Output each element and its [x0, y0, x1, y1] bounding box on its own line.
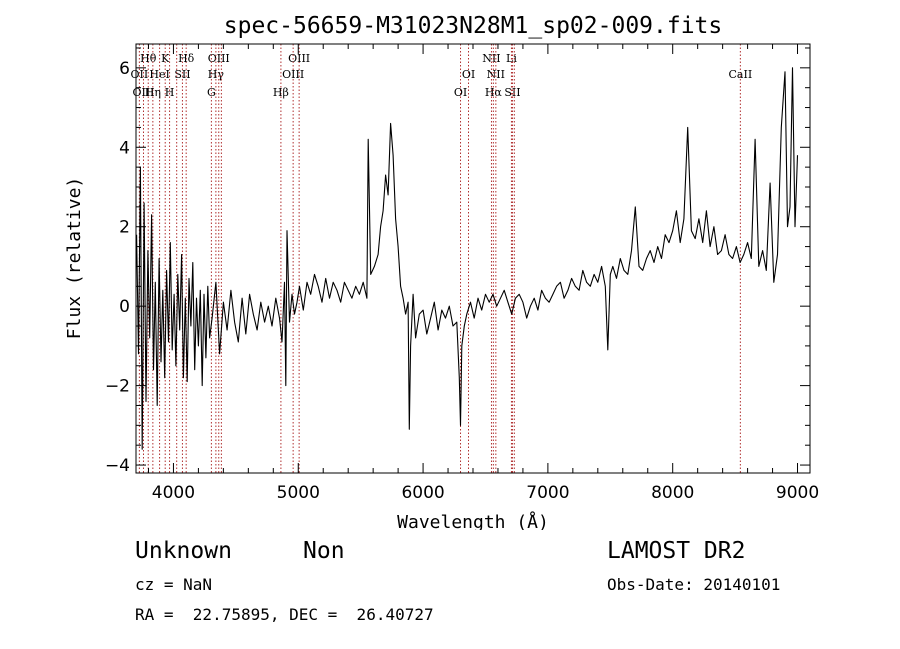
coordinates: RA = 22.75895, DEC = 26.40727	[135, 605, 434, 624]
x-tick-label: 6000	[401, 483, 444, 503]
marker-label: HeI	[149, 68, 169, 81]
obs-date: Obs-Date: 20140101	[607, 575, 781, 594]
y-tick-label: −4	[105, 456, 130, 476]
cz-value: cz = NaN	[135, 575, 213, 594]
marker-label: OIII	[132, 86, 154, 99]
marker-label: OIII	[282, 68, 304, 81]
axes: 4000 5000 6000 7000 8000 9000 −4 −2 0 2 4 6	[105, 44, 819, 503]
marker-label: OIII	[288, 52, 310, 65]
x-tick-label: 7000	[526, 483, 569, 503]
y-axis-label: Flux (relative)	[64, 177, 85, 340]
marker-label: OII	[131, 68, 149, 81]
marker-label: Hδ	[178, 52, 195, 65]
marker-label: Hγ	[208, 68, 225, 81]
line-markers: Hθ OII OIII K HeI Hη SII H Hδ OIII Hγ G OIII OIII Hβ OI…	[131, 44, 753, 473]
marker-label: H	[165, 86, 175, 99]
y-tick-label: −2	[105, 377, 130, 397]
chart-title: spec-56659-M31023N28M1_sp02-009.fits	[224, 13, 723, 39]
y-tick-label: 6	[119, 59, 130, 79]
x-axis-label: Wavelength (Å)	[397, 511, 549, 530]
marker-label: NII	[487, 68, 505, 81]
x-tick-label: 8000	[651, 483, 694, 503]
marker-label: Hθ	[140, 52, 157, 65]
marker-label: SII	[174, 68, 190, 81]
class-label: Unknown	[135, 538, 232, 564]
marker-label: Hα	[485, 86, 503, 99]
x-tick-label: 4000	[152, 483, 195, 503]
marker-label: Hβ	[273, 86, 289, 99]
spectrum-series	[136, 67, 799, 450]
subclass-label: Non	[303, 538, 345, 564]
marker-label: Li	[506, 52, 517, 65]
marker-label: OI	[454, 86, 467, 99]
x-tick-label: 5000	[277, 483, 320, 503]
y-tick-label: 2	[119, 218, 130, 238]
spectrum-chart: spec-56659-M31023N28M1_sp02-009.fits Hθ O…	[64, 13, 819, 530]
marker-label: NII	[482, 52, 500, 65]
marker-label: OIII	[208, 52, 230, 65]
y-tick-label: 0	[119, 297, 130, 317]
plot-frame	[135, 43, 811, 474]
y-tick-label: 4	[119, 138, 130, 158]
x-tick-label: 9000	[776, 483, 819, 503]
marker-label: SII	[504, 86, 520, 99]
marker-label: K	[161, 52, 170, 65]
marker-label: Hη	[145, 86, 161, 99]
marker-label: CaII	[729, 68, 753, 81]
marker-label: OI	[462, 68, 475, 81]
survey-label: LAMOST DR2	[607, 538, 746, 564]
marker-label: G	[207, 86, 216, 99]
spectrum-line	[136, 67, 799, 450]
